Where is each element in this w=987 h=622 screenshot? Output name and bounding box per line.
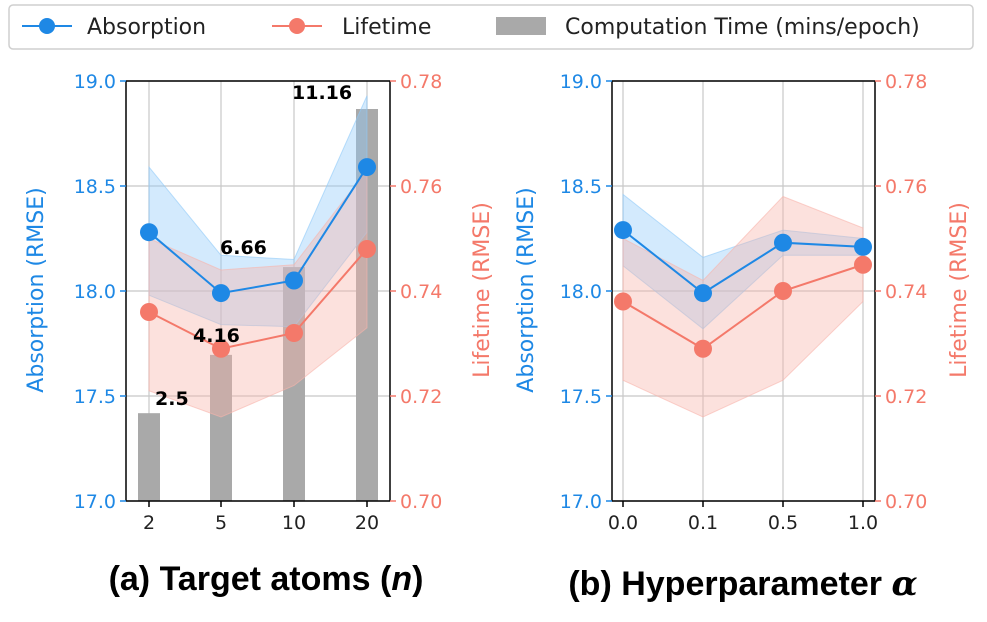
absorption-point bbox=[358, 158, 376, 177]
legend-absorption-label: Absorption bbox=[87, 15, 206, 40]
tick-label-right: 0.76 bbox=[885, 176, 927, 198]
tick-label-left: 18.5 bbox=[560, 176, 602, 198]
tick-label-left: 18.0 bbox=[74, 281, 116, 303]
tick-label-right: 0.70 bbox=[400, 491, 442, 513]
absorption-point bbox=[694, 284, 712, 303]
computation-time-bar-label: 2.5 bbox=[155, 388, 189, 410]
lifetime-line bbox=[622, 263, 864, 350]
lifetime-band bbox=[622, 195, 864, 418]
tick-label-left: 17.5 bbox=[74, 386, 116, 408]
lifetime-point bbox=[285, 324, 303, 342]
lifetime-point bbox=[694, 339, 712, 358]
tick-label-x: 2 bbox=[143, 512, 155, 534]
tick-label-right: 0.74 bbox=[885, 281, 927, 303]
tick-label-left: 17.0 bbox=[74, 491, 116, 513]
panel-a-bands bbox=[148, 95, 368, 418]
tick-label-x: 0.1 bbox=[688, 512, 718, 534]
tick-label-x: 20 bbox=[355, 512, 379, 534]
computation-time-bar-label: 6.66 bbox=[220, 237, 267, 259]
absorption-point bbox=[614, 221, 632, 240]
panel-a-caption: (a) Target atoms (n) bbox=[109, 560, 424, 598]
panel-a-ylabel-left: Absorption (RMSE) bbox=[24, 187, 49, 392]
legend-bar-swatch bbox=[496, 17, 546, 35]
panel-b-caption: (b) Hyperparameter α bbox=[568, 564, 917, 604]
lifetime-point bbox=[140, 303, 158, 321]
tick-label-right: 0.76 bbox=[400, 176, 442, 198]
panel-b-bands bbox=[622, 193, 864, 418]
panel-b-ylabel-right: Lifetime (RMSE) bbox=[947, 202, 972, 378]
tick-label-x: 5 bbox=[215, 512, 227, 534]
tick-label-x: 1.0 bbox=[848, 512, 878, 534]
legend: Absorption Lifetime Computation Time (mi… bbox=[8, 4, 974, 50]
lifetime-point bbox=[854, 255, 872, 274]
tick-label-right: 0.78 bbox=[885, 71, 927, 93]
computation-time-bar-label: 4.16 bbox=[193, 325, 240, 347]
legend-lifetime-label: Lifetime bbox=[342, 15, 431, 40]
legend-absorption-marker bbox=[39, 18, 55, 34]
absorption-point bbox=[212, 284, 230, 303]
panel-a-bar-labels: 2.5 4.16 6.66 11.16 bbox=[155, 82, 352, 410]
lifetime-point bbox=[212, 339, 230, 358]
tick-label-left: 19.0 bbox=[74, 71, 116, 93]
panel-b-lines bbox=[614, 221, 872, 358]
legend-frame bbox=[8, 4, 974, 50]
lifetime-band bbox=[148, 168, 368, 418]
tick-label-left: 17.0 bbox=[560, 491, 602, 513]
lifetime-line bbox=[148, 248, 368, 350]
absorption-line bbox=[622, 229, 864, 295]
panel-a-axes: 17.0 0.70 17.5 0.72 18.0 0.74 18.5 0.76 19.0 0.78… bbox=[74, 71, 443, 534]
tick-label-right: 0.70 bbox=[885, 491, 927, 513]
legend-lifetime-marker bbox=[289, 18, 305, 34]
panel-b-axes: 17.0 0.70 17.5 0.72 18.0 0.74 18.5 0.76 19.0 0.78… bbox=[560, 71, 928, 534]
tick-label-right: 0.74 bbox=[400, 281, 442, 303]
computation-time-bar bbox=[138, 413, 160, 501]
absorption-point bbox=[774, 233, 792, 252]
tick-label-left: 17.5 bbox=[560, 386, 602, 408]
tick-label-left: 18.0 bbox=[560, 281, 602, 303]
tick-label-x: 0.5 bbox=[768, 512, 798, 534]
lifetime-point bbox=[774, 282, 792, 300]
panel-a-ylabel-right: Lifetime (RMSE) bbox=[470, 202, 495, 378]
absorption-point bbox=[140, 223, 158, 242]
absorption-line bbox=[148, 166, 368, 295]
absorption-point bbox=[854, 237, 872, 256]
tick-label-left: 19.0 bbox=[560, 71, 602, 93]
lifetime-point bbox=[358, 240, 376, 258]
tick-label-right: 0.78 bbox=[400, 71, 442, 93]
lifetime-point bbox=[614, 292, 632, 311]
tick-label-left: 18.5 bbox=[74, 176, 116, 198]
tick-label-right: 0.72 bbox=[885, 386, 927, 408]
panel-b: 17.0 0.70 17.5 0.72 18.0 0.74 18.5 0.76 19.0 0.78… bbox=[514, 71, 972, 604]
tick-label-x: 10 bbox=[282, 512, 306, 534]
panel-a: 2.5 4.16 6.66 11.16 17.0 0.70 17.5 0.72 18.0 0.7… bbox=[24, 71, 495, 598]
computation-time-bar-label: 11.16 bbox=[292, 82, 352, 104]
legend-bar-label: Computation Time (mins/epoch) bbox=[565, 15, 920, 40]
panel-b-ylabel-left: Absorption (RMSE) bbox=[514, 187, 539, 392]
panel-a-lines bbox=[140, 158, 376, 358]
tick-label-right: 0.72 bbox=[400, 386, 442, 408]
tick-label-x: 0.0 bbox=[608, 512, 638, 534]
absorption-point bbox=[285, 271, 303, 290]
computation-time-bar bbox=[210, 354, 232, 501]
